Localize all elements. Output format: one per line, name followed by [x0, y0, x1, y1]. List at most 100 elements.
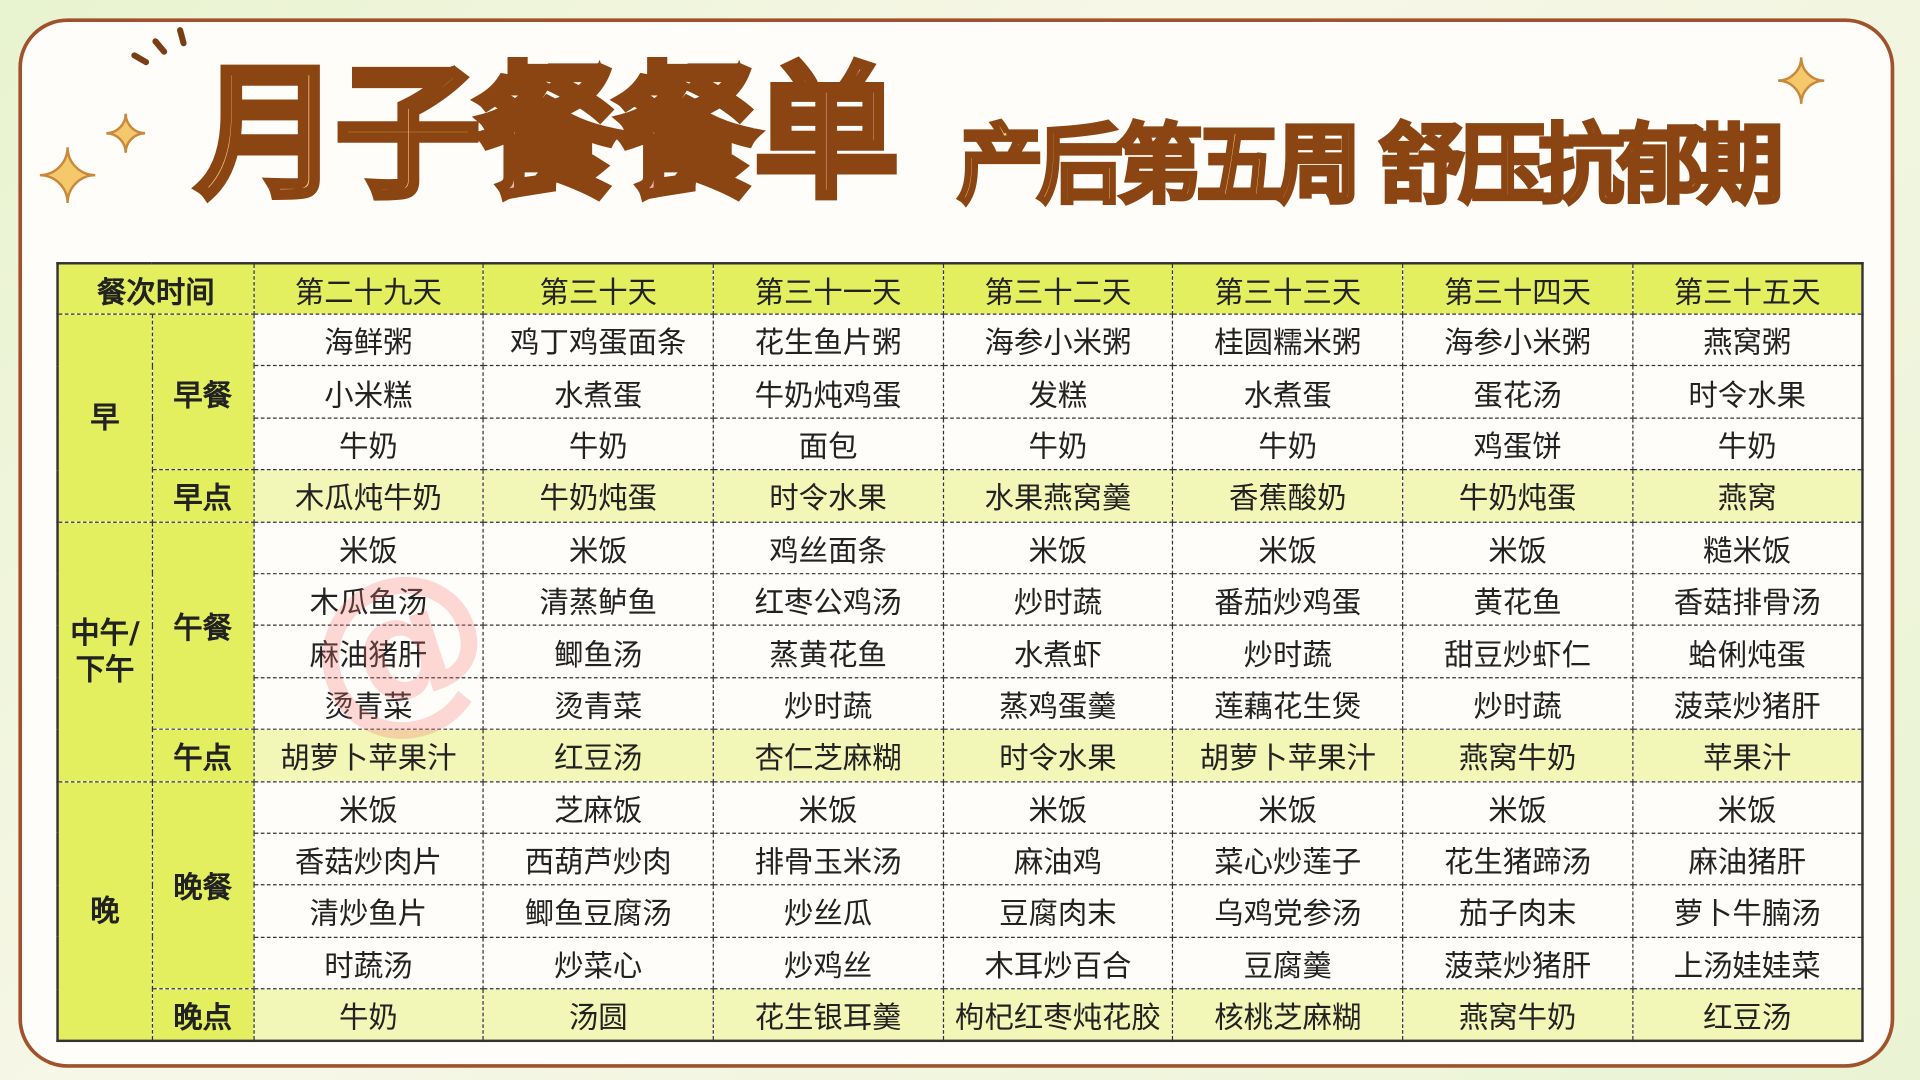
dish-cell: 菜心炒莲子: [1172, 832, 1404, 886]
dish-cell: 米饭: [942, 521, 1174, 575]
meal-label: 晚点: [151, 988, 255, 1043]
dish-cell: 牛奶: [252, 988, 484, 1043]
dish-cell: 牛奶: [1172, 417, 1404, 471]
day-header: 第三十四天: [1402, 262, 1634, 315]
dish-cell: 时蔬汤: [252, 936, 484, 990]
dish-cell: 水果燕窝羹: [942, 469, 1174, 523]
menu-table: 餐次时间 第二十九天 第三十天 第三十一天 第三十二天 第三十三天 第三十四天 第三十五天早早…: [56, 262, 1864, 1043]
dish-cell: 海参小米粥: [942, 313, 1174, 367]
day-header: 第三十五天: [1631, 262, 1864, 315]
dish-cell: 清蒸鲈鱼: [482, 573, 714, 627]
dish-cell: 鲫鱼汤: [482, 624, 714, 679]
dish-cell: 豆腐羹: [1172, 936, 1404, 990]
dish-cell: 鲫鱼豆腐汤: [482, 884, 714, 938]
sparkle-icon: ✦: [103, 103, 149, 165]
dish-cell: 汤圆: [482, 988, 714, 1043]
dish-cell: 米饭: [942, 780, 1174, 834]
dish-cell: 蒸鸡蛋羹: [942, 676, 1174, 730]
table-row: 香菇炒肉片 西葫芦炒肉 排骨玉米汤 麻油鸡 菜心炒莲子 花生猪蹄汤 麻油猪肝: [58, 832, 1864, 886]
dish-cell: 甜豆炒虾仁: [1402, 624, 1634, 679]
dish-cell: 蒸黄花鱼: [712, 624, 944, 679]
dish-cell: 炒鸡丝: [712, 936, 944, 990]
time-group: 晚: [56, 780, 153, 1043]
dish-cell: 米饭: [1402, 521, 1634, 575]
dish-cell: 莲藕花生煲: [1172, 676, 1404, 730]
title-part: 月子: [193, 48, 483, 218]
dish-cell: 杏仁芝麻糊: [712, 728, 944, 782]
dish-cell: 花生银耳羹: [712, 988, 944, 1043]
day-header: 第三十天: [482, 262, 714, 315]
day-header: 第三十一天: [712, 262, 944, 315]
dish-cell: 番茄炒鸡蛋: [1172, 573, 1404, 627]
day-header: 第二十九天: [252, 262, 484, 315]
dish-cell: 麻油猪肝: [1631, 832, 1864, 886]
dish-cell: 水煮蛋: [482, 365, 714, 419]
table-row: 木瓜鱼汤 清蒸鲈鱼 红枣公鸡汤 炒时蔬 番茄炒鸡蛋 黄花鱼 香菇排骨汤: [58, 573, 1864, 627]
dish-cell: 蛋花汤: [1402, 365, 1634, 419]
dish-cell: 木瓜鱼汤: [252, 573, 484, 627]
dish-cell: 鸡丝面条: [712, 521, 944, 575]
page-title: 月子餐餐单: [193, 58, 902, 209]
dish-cell: 米饭: [252, 780, 484, 834]
dish-cell: 炒时蔬: [712, 676, 944, 730]
table-row: 烫青菜 烫青菜 炒时蔬 蒸鸡蛋羹 莲藕花生煲 炒时蔬 菠菜炒猪肝: [58, 676, 1864, 730]
dish-cell: 牛奶: [252, 417, 484, 471]
time-group: 中午/下午: [56, 521, 153, 782]
dish-cell: 胡萝卜苹果汁: [252, 728, 484, 782]
dish-cell: 发糕: [942, 365, 1174, 419]
dish-cell: 茄子肉末: [1402, 884, 1634, 938]
dish-cell: 牛奶炖蛋: [1402, 469, 1634, 523]
dish-cell: 米饭: [1172, 521, 1404, 575]
dish-cell: 麻油鸡: [942, 832, 1174, 886]
dish-cell: 时令水果: [712, 469, 944, 523]
time-group: 早: [56, 313, 153, 523]
dish-cell: 米饭: [252, 521, 484, 575]
dish-cell: 燕窝: [1631, 469, 1864, 523]
dish-cell: 时令水果: [1631, 365, 1864, 419]
dish-cell: 上汤娃娃菜: [1631, 936, 1864, 990]
dish-cell: 米饭: [1172, 780, 1404, 834]
meal-label: 午点: [151, 728, 255, 782]
dish-cell: 炒时蔬: [942, 573, 1174, 627]
dish-cell: 木耳炒百合: [942, 936, 1174, 990]
dish-cell: 牛奶: [942, 417, 1174, 471]
dish-cell: 木瓜炖牛奶: [252, 469, 484, 523]
dish-cell: 核桃芝麻糊: [1172, 988, 1404, 1043]
dish-cell: 燕窝牛奶: [1402, 988, 1634, 1043]
dish-cell: 菠菜炒猪肝: [1631, 676, 1864, 730]
meal-label: 晚餐: [151, 780, 255, 990]
dish-cell: 烫青菜: [482, 676, 714, 730]
dish-cell: 苹果汁: [1631, 728, 1864, 782]
table-row: 晚点 牛奶 汤圆 花生银耳羹 枸杞红枣炖花胶 核桃芝麻糊 燕窝牛奶 红豆汤: [58, 988, 1864, 1043]
dish-cell: 炒菜心: [482, 936, 714, 990]
dish-cell: 牛奶炖鸡蛋: [712, 365, 944, 419]
page-subtitle: 产后第五周 舒压抗郁期: [956, 115, 1785, 216]
table-row: 早点 木瓜炖牛奶 牛奶炖蛋 时令水果 水果燕窝羹 香蕉酸奶 牛奶炖蛋 燕窝: [58, 469, 1864, 523]
dish-cell: 米饭: [1402, 780, 1634, 834]
table-row: 清炒鱼片 鲫鱼豆腐汤 炒丝瓜 豆腐肉末 乌鸡党参汤 茄子肉末 萝卜牛腩汤: [58, 884, 1864, 938]
table-row: 牛奶 牛奶 面包 牛奶 牛奶 鸡蛋饼 牛奶: [58, 417, 1864, 471]
dish-cell: 香蕉酸奶: [1172, 469, 1404, 523]
dish-cell: 糙米饭: [1631, 521, 1864, 575]
dish-cell: 黄花鱼: [1402, 573, 1634, 627]
title-part: 餐餐单: [472, 48, 902, 218]
dish-cell: 红豆汤: [482, 728, 714, 782]
dish-cell: 麻油猪肝: [252, 624, 484, 679]
dish-cell: 小米糕: [252, 365, 484, 419]
dish-cell: 燕窝粥: [1631, 313, 1864, 367]
table-row: 小米糕 水煮蛋 牛奶炖鸡蛋 发糕 水煮蛋 蛋花汤 时令水果: [58, 365, 1864, 419]
dish-cell: 乌鸡党参汤: [1172, 884, 1404, 938]
dish-cell: 枸杞红枣炖花胶: [942, 988, 1174, 1043]
dish-cell: 红枣公鸡汤: [712, 573, 944, 627]
dish-cell: 菠菜炒猪肝: [1402, 936, 1634, 990]
table-row: 早早餐 海鲜粥 鸡丁鸡蛋面条 花生鱼片粥 海参小米粥 桂圆糯米粥 海参小米粥 燕窝粥: [56, 313, 1864, 523]
dish-cell: 米饭: [1631, 780, 1864, 834]
dish-cell: 桂圆糯米粥: [1172, 313, 1404, 367]
dish-cell: 牛奶炖蛋: [482, 469, 714, 523]
dish-cell: 西葫芦炒肉: [482, 832, 714, 886]
table-row: 午点 胡萝卜苹果汁 红豆汤 杏仁芝麻糊 时令水果 胡萝卜苹果汁 燕窝牛奶 苹果汁: [58, 728, 1864, 782]
dish-cell: 鸡蛋饼: [1402, 417, 1634, 471]
dish-cell: 海鲜粥: [252, 313, 484, 367]
dish-cell: 香菇排骨汤: [1631, 573, 1864, 627]
